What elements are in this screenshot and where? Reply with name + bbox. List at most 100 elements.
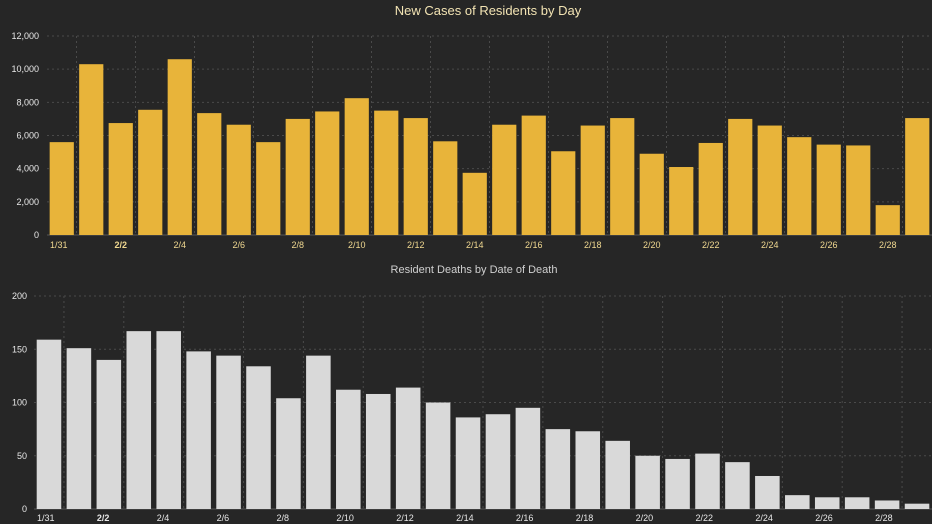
cases-bar-2-3 — [138, 109, 163, 235]
cases-bar-2-1 — [79, 64, 104, 235]
cases-bar-2-11 — [374, 110, 399, 235]
cases-x-tick-label: 2/18 — [584, 240, 602, 250]
cases-y-tick-label: 12,000 — [11, 31, 39, 41]
cases-bar-2-2 — [108, 123, 133, 235]
deaths-bar-2-14 — [455, 417, 481, 509]
deaths-bar-2-21 — [665, 458, 690, 509]
deaths-bar-2-10 — [336, 389, 361, 509]
deaths-bar-2-15 — [485, 414, 511, 509]
deaths-bar-2-11 — [365, 393, 391, 509]
deaths-x-tick-label: 2/8 — [276, 513, 289, 523]
deaths-chart: Resident Deaths by Date of Death 0 50 100 1… — [12, 264, 932, 523]
deaths-bar-2-28 — [874, 500, 900, 509]
deaths-y-tick-label: 150 — [12, 344, 27, 354]
cases-x-tick-label: 2/10 — [348, 240, 366, 250]
deaths-bar-2-27 — [844, 497, 870, 509]
deaths-bar-2-23 — [725, 462, 750, 509]
cases-y-tick-label: 8,000 — [16, 97, 39, 107]
cases-bar-2-18 — [580, 125, 605, 235]
cases-x-tick-label: 2/14 — [466, 240, 484, 250]
cases-x-tick-label: 2/2 — [114, 240, 127, 250]
cases-bar-2-13 — [433, 141, 458, 235]
deaths-x-tick-label: 1/31 — [37, 513, 55, 523]
cases-bar-2-16 — [521, 115, 546, 235]
cases-bar-2-17 — [551, 151, 576, 235]
deaths-bar-2-13 — [425, 402, 451, 509]
cases-bar-3-1 — [905, 118, 930, 235]
cases-bar-2-24 — [757, 125, 782, 235]
deaths-bar-2-24 — [755, 475, 780, 509]
deaths-bar-2-17 — [545, 429, 571, 509]
deaths-bar-2-26 — [814, 497, 840, 509]
cases-bar-2-23 — [728, 118, 753, 235]
cases-bar-2-28 — [875, 205, 900, 235]
cases-x-tick-label: 2/8 — [291, 240, 304, 250]
deaths-bar-1-31 — [36, 339, 62, 509]
deaths-bar-2-18 — [575, 431, 601, 509]
cases-bar-2-27 — [846, 145, 871, 235]
deaths-y-tick-label: 50 — [17, 451, 27, 461]
cases-bar-2-6 — [226, 124, 251, 235]
deaths-chart-title: Resident Deaths by Date of Death — [391, 264, 558, 276]
cases-bar-2-4 — [167, 59, 192, 235]
cases-bar-2-7 — [256, 142, 281, 235]
cases-bar-2-12 — [403, 118, 428, 235]
cases-bar-2-25 — [787, 137, 812, 235]
deaths-bar-2-12 — [395, 387, 421, 509]
cases-y-tick-label: 6,000 — [16, 131, 39, 141]
deaths-x-tick-label: 2/26 — [815, 513, 833, 523]
cases-y-tick-label: 2,000 — [16, 197, 39, 207]
deaths-x-tick-label: 2/24 — [755, 513, 773, 523]
cases-x-tick-label: 2/12 — [407, 240, 425, 250]
cases-x-tick-label: 2/6 — [232, 240, 245, 250]
cases-x-tick-label: 2/4 — [173, 240, 186, 250]
cases-x-tick-label: 2/16 — [525, 240, 543, 250]
deaths-bar-2-7 — [246, 366, 271, 509]
cases-x-tick-label: 2/26 — [820, 240, 838, 250]
deaths-bar-2-6 — [216, 355, 241, 509]
deaths-x-tick-label: 2/16 — [516, 513, 534, 523]
cases-bar-1-31 — [49, 142, 74, 235]
deaths-x-tick-label: 2/4 — [157, 513, 170, 523]
deaths-bar-2-1 — [66, 348, 92, 509]
deaths-bar-2-8 — [276, 398, 301, 509]
deaths-bar-2-22 — [695, 453, 720, 509]
cases-bar-2-21 — [669, 167, 694, 235]
cases-x-tick-label: 2/22 — [702, 240, 720, 250]
cases-bar-2-19 — [610, 118, 635, 235]
deaths-bar-2-9 — [306, 355, 331, 509]
deaths-bar-2-4 — [156, 331, 181, 509]
cases-y-tick-label: 4,000 — [16, 164, 39, 174]
deaths-bar-2-20 — [635, 455, 660, 509]
cases-y-tick-label: 0 — [34, 230, 39, 240]
cases-x-tick-label: 2/28 — [879, 240, 897, 250]
cases-chart-title: New Cases of Residents by Day — [395, 3, 582, 18]
deaths-x-tick-label: 2/14 — [456, 513, 474, 523]
deaths-x-tick-label: 2/12 — [396, 513, 414, 523]
deaths-bar-2-16 — [515, 407, 541, 509]
deaths-bar-2-5 — [186, 351, 211, 509]
deaths-x-tick-label: 2/6 — [217, 513, 230, 523]
cases-bar-2-9 — [315, 111, 340, 235]
deaths-x-tick-label: 2/10 — [336, 513, 354, 523]
cases-chart: New Cases of Residents by Day 0 2,000 4,00… — [11, 3, 932, 250]
cases-bar-2-26 — [816, 144, 841, 235]
cases-x-tick-label: 1/31 — [50, 240, 68, 250]
deaths-bar-2-19 — [605, 440, 630, 509]
deaths-bar-3-1 — [904, 503, 930, 509]
cases-x-tick-label: 2/24 — [761, 240, 779, 250]
cases-bar-2-14 — [462, 172, 487, 235]
cases-bar-2-22 — [698, 142, 723, 235]
deaths-y-tick-label: 0 — [22, 504, 27, 514]
cases-bar-2-5 — [197, 113, 222, 235]
deaths-x-tick-label: 2/22 — [696, 513, 714, 523]
deaths-y-tick-label: 100 — [12, 398, 27, 408]
cases-bar-2-8 — [285, 118, 310, 235]
deaths-bar-2-2 — [96, 359, 122, 509]
cases-x-tick-label: 2/20 — [643, 240, 661, 250]
deaths-x-tick-label: 2/20 — [636, 513, 654, 523]
deaths-x-tick-label: 2/18 — [576, 513, 594, 523]
cases-y-tick-label: 10,000 — [11, 64, 39, 74]
deaths-x-tick-label: 2/28 — [875, 513, 893, 523]
